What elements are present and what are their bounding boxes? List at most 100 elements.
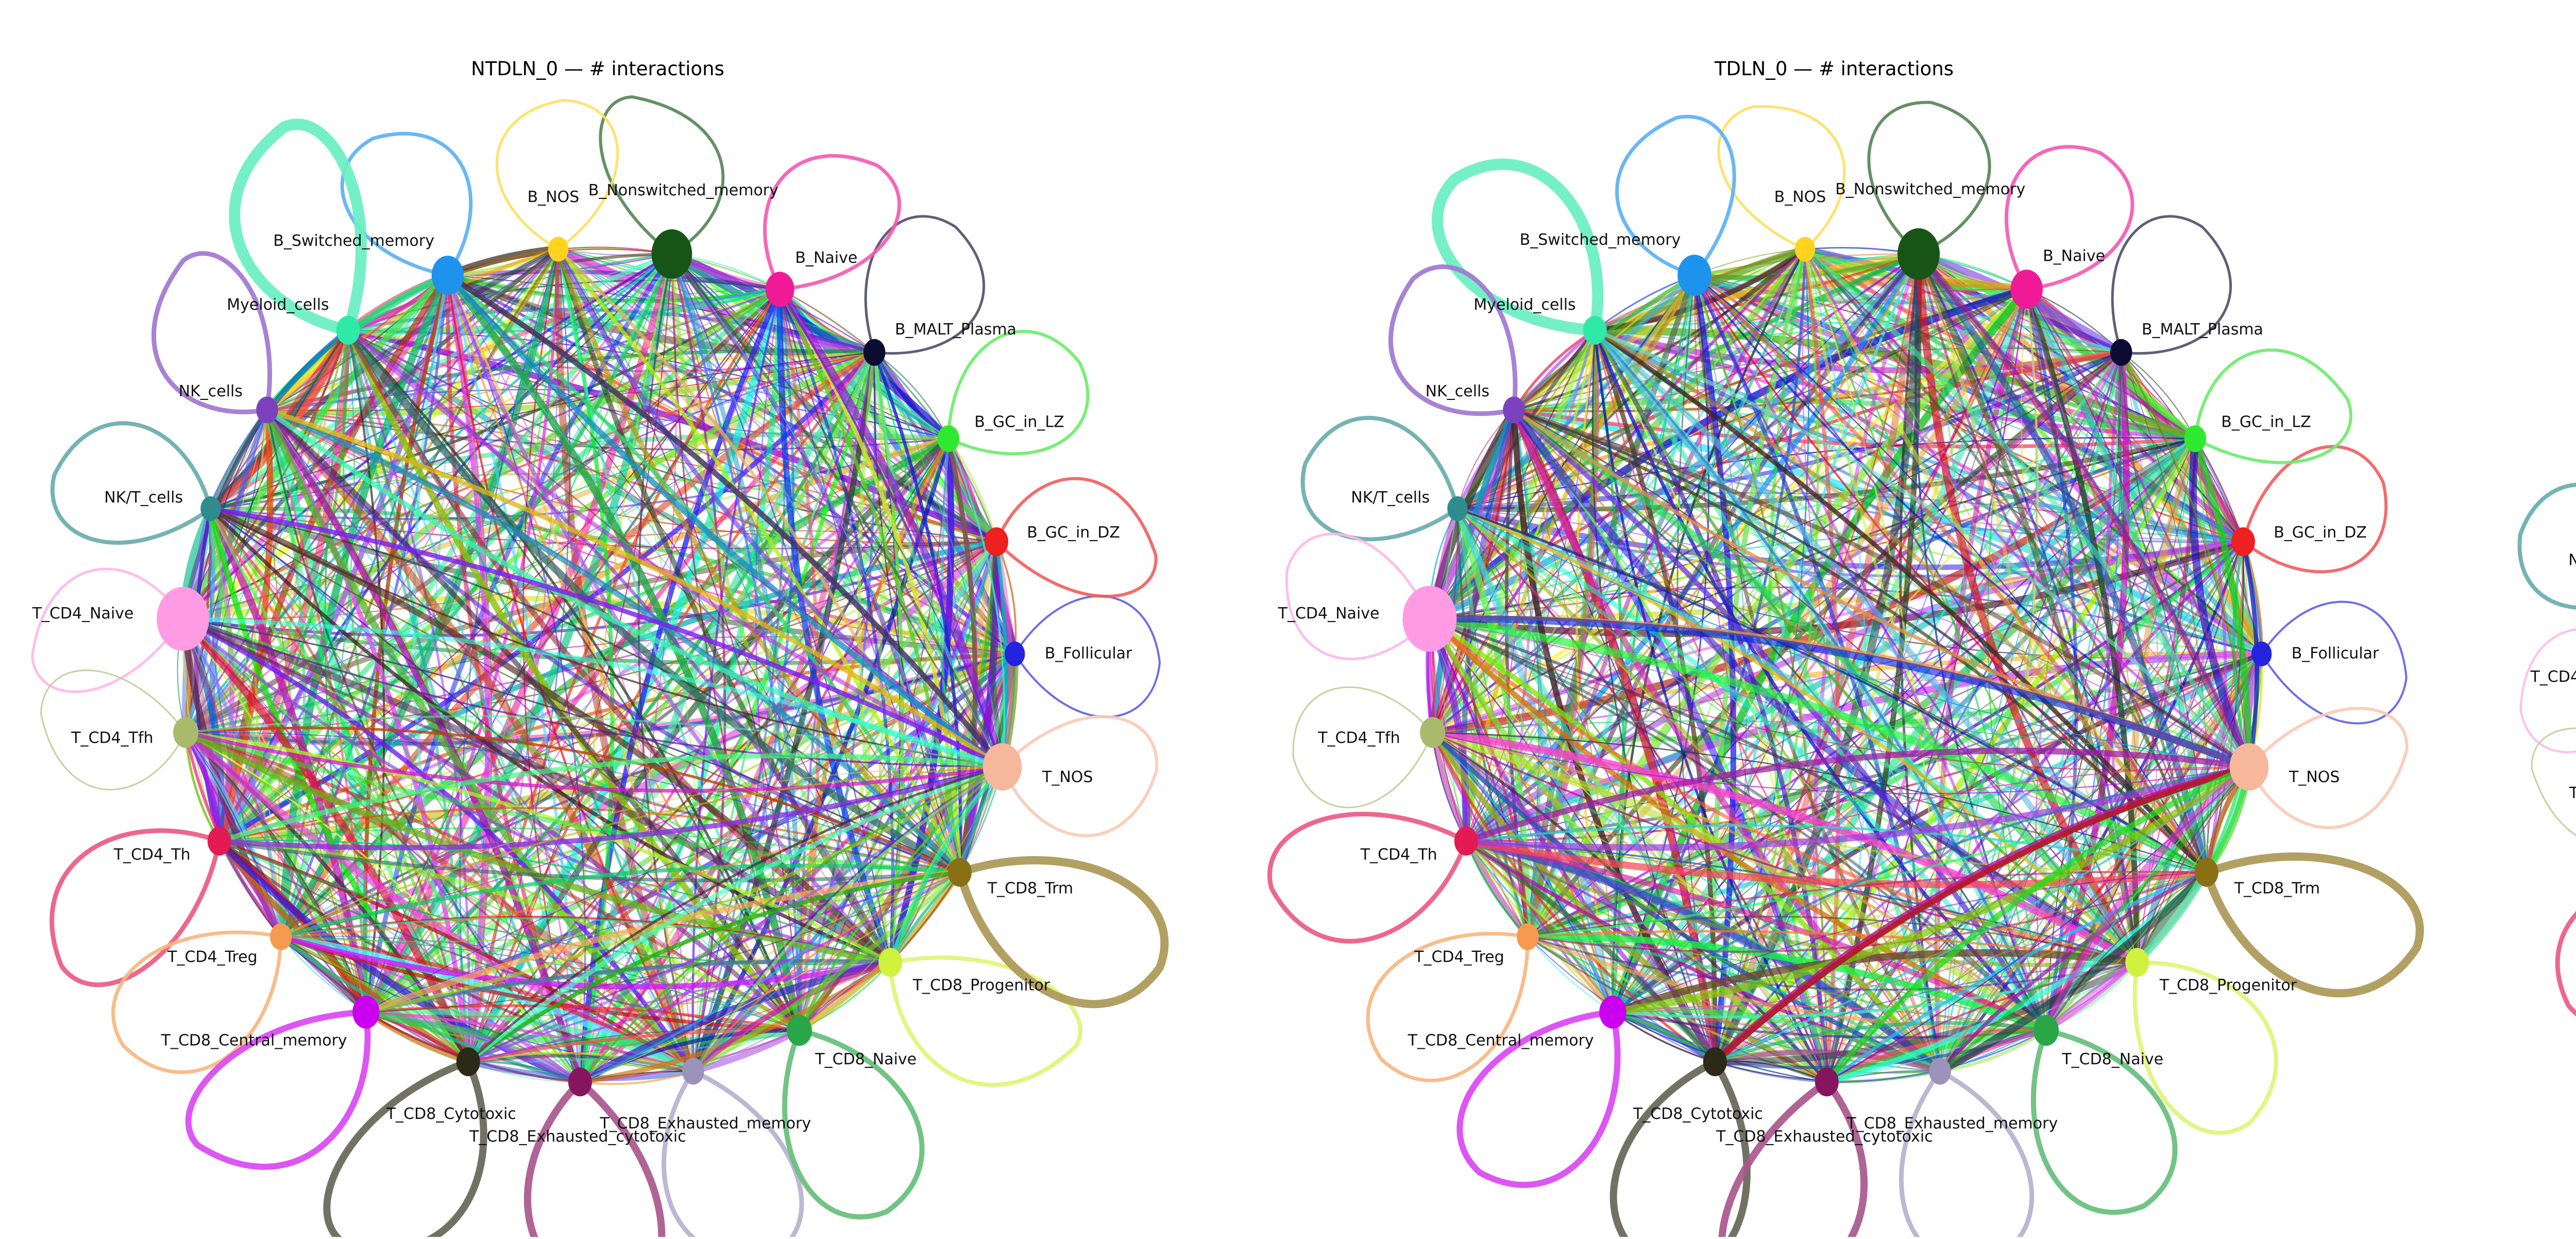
edge xyxy=(1694,275,2250,767)
node-NK_cells xyxy=(256,396,278,424)
edge xyxy=(280,934,891,990)
edge xyxy=(180,616,472,1064)
edge-layer xyxy=(177,245,1019,1085)
edge xyxy=(1513,409,2138,963)
edge xyxy=(1594,328,2209,874)
edge xyxy=(279,248,561,939)
node-label-B_MALT_Plasma: B_MALT_Plasma xyxy=(895,321,1016,339)
self-loop-B_Naive xyxy=(763,154,901,291)
edge xyxy=(1429,615,2250,771)
edge xyxy=(1429,618,2207,873)
self-loop-T_CD8_Naive xyxy=(782,1028,925,1220)
edge xyxy=(1592,328,1943,1072)
node-label-T_NOS: T_NOS xyxy=(2289,768,2340,786)
node-label-T_CD8_Cytotoxic: T_CD8_Cytotoxic xyxy=(1633,1105,1763,1123)
node-label-B_Follicular: B_Follicular xyxy=(2292,644,2379,662)
edge xyxy=(345,328,962,876)
node-T_CD4_Treg xyxy=(270,923,292,950)
edge xyxy=(210,508,694,1071)
edge xyxy=(185,732,282,937)
edge xyxy=(1457,508,2249,767)
edge xyxy=(185,726,961,874)
edge xyxy=(281,917,891,964)
edge xyxy=(670,253,962,873)
edge xyxy=(1612,763,2251,1016)
edge xyxy=(2120,352,2250,767)
node-T_CD4_Th xyxy=(1454,827,1478,856)
panel-title-tdln-1: TDLN_1 — # interactions xyxy=(2477,38,2576,60)
edge xyxy=(219,840,891,963)
edge xyxy=(468,961,891,1063)
self-loop-T_CD4_Th xyxy=(2555,911,2576,1016)
node-label-T_CD8_Exhausted_memory: T_CD8_Exhausted_memory xyxy=(599,1115,811,1133)
node-label-NK/T_cells: NK/T_cells xyxy=(104,489,183,507)
node-label-B_Naive: B_Naive xyxy=(795,249,857,267)
edge xyxy=(1428,616,1942,1073)
self-loop-NK_cells xyxy=(1388,264,1518,416)
node-label-B_GC_in_DZ: B_GC_in_DZ xyxy=(2274,524,2367,542)
edge xyxy=(185,730,1003,793)
edge xyxy=(1594,329,2249,768)
node-NK_cells xyxy=(1503,396,1525,424)
edge xyxy=(1594,328,2251,768)
self-loop-T_CD8_Exhausted_cytotoxic xyxy=(1718,1079,1868,1239)
edge xyxy=(889,872,961,963)
node-label-T_CD4_Tfh: T_CD4_Tfh xyxy=(2569,784,2576,802)
node-Myeloid_cells xyxy=(1583,315,1607,345)
node-layer xyxy=(157,229,1025,1097)
edge xyxy=(1465,839,2138,967)
edge xyxy=(1918,253,2250,768)
edge xyxy=(1465,747,2250,844)
edge xyxy=(1457,508,2207,873)
edge xyxy=(2120,351,2250,767)
edge xyxy=(671,254,1003,768)
edge xyxy=(2045,766,2250,1031)
node-label-T_CD4_Naive: T_CD4_Naive xyxy=(1278,605,1380,623)
edge xyxy=(1513,329,1596,411)
edge xyxy=(947,438,1006,767)
node-label-T_CD8_Progenitor: T_CD8_Progenitor xyxy=(912,977,1050,995)
self-loop-T_CD4_Tfh xyxy=(40,669,187,791)
self-loop-T_CD4_Th xyxy=(49,828,222,987)
node-label-T_CD4_Naive: T_CD4_Naive xyxy=(32,605,134,623)
self-loop-layer xyxy=(31,95,1169,1239)
edge xyxy=(1431,732,1716,1063)
edge xyxy=(363,253,674,1013)
edge xyxy=(1430,729,1718,1064)
node-layer xyxy=(1402,228,2272,1097)
edge xyxy=(467,870,960,1064)
edge xyxy=(874,351,949,439)
node-B_GC_in_DZ xyxy=(985,527,1008,557)
node-label-T_CD4_Tfh: T_CD4_Tfh xyxy=(71,729,153,747)
node-label-B_Naive: B_Naive xyxy=(2043,247,2105,265)
node-B_Switched_memory xyxy=(1677,255,1711,296)
self-loop-T_CD8_Trm xyxy=(2202,852,2424,997)
self-loop-layer xyxy=(2517,482,2576,1016)
panel-title-ntdln-0: NTDLN_0 — # interactions xyxy=(471,58,724,80)
edge xyxy=(2035,352,2122,1031)
self-loop-T_CD4_Treg xyxy=(1366,932,1530,1082)
node-Myeloid_cells xyxy=(336,315,360,345)
edge xyxy=(874,352,1003,767)
node-label-Myeloid_cells: Myeloid_cells xyxy=(1473,296,1575,314)
edge xyxy=(280,766,1003,938)
edge xyxy=(266,409,800,1031)
edge xyxy=(1526,275,1697,938)
self-loop-T_CD8_Cytotoxic xyxy=(323,1058,487,1239)
self-loop-NK_cells xyxy=(151,251,272,414)
node-T_NOS xyxy=(2229,743,2269,791)
edge xyxy=(779,289,1003,767)
edge xyxy=(210,508,961,873)
edge xyxy=(671,254,960,873)
edge xyxy=(1428,616,2047,1033)
node-label-B_NOS: B_NOS xyxy=(1774,188,1826,206)
edge xyxy=(281,765,1003,938)
edge xyxy=(1939,766,2250,1072)
label-layer: B_Follicular B_GC_in_DZ B_GC_in_LZ B_MALT_P… xyxy=(32,181,1132,1146)
node-label-T_CD8_Exhausted_cytotoxic: T_CD8_Exhausted_cytotoxic xyxy=(469,1128,686,1146)
edge xyxy=(1528,916,2138,963)
self-loop-T_CD4_Naive xyxy=(1285,532,1431,660)
node-label-T_CD4_Th: T_CD4_Th xyxy=(113,846,191,864)
node-T_CD8_Naive xyxy=(2033,1015,2059,1046)
